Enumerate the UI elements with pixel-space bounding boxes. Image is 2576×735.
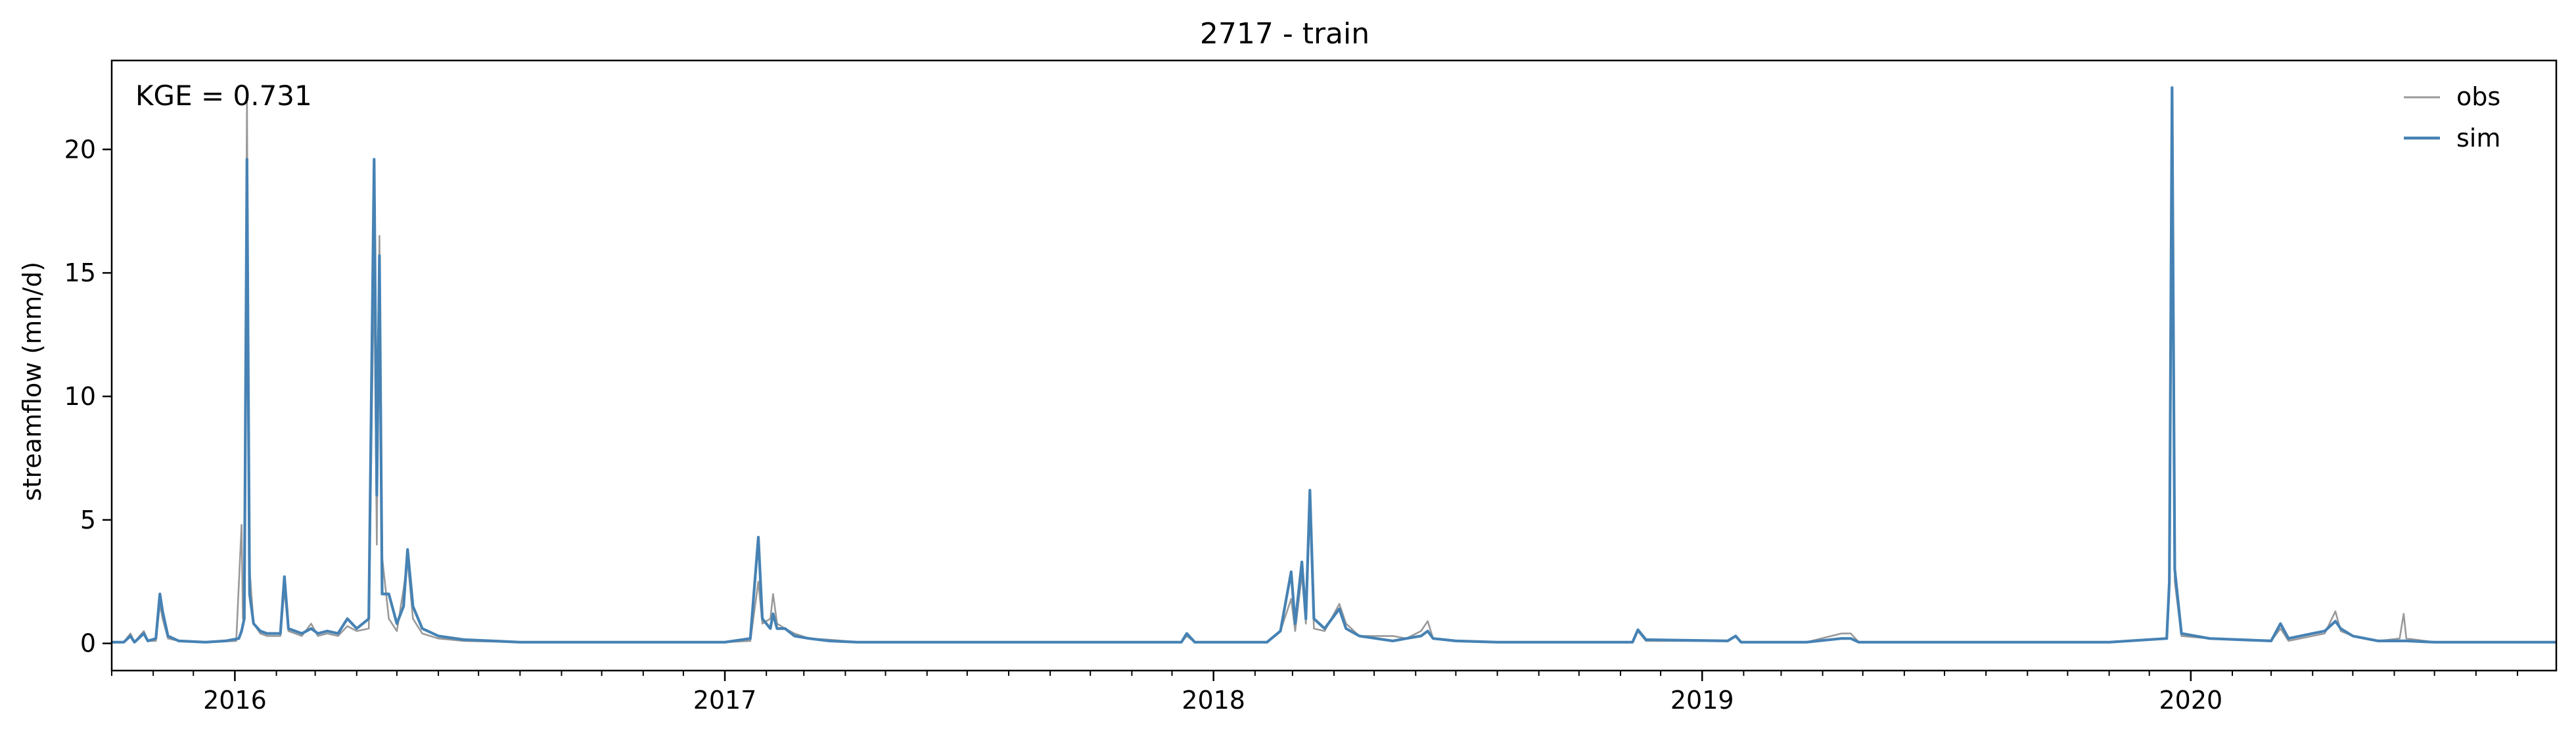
x-tick-label-2020: 2020	[2159, 686, 2222, 715]
legend: obs sim	[2404, 82, 2500, 153]
x-tick-label-2017: 2017	[693, 686, 757, 715]
legend-label-sim: sim	[2456, 124, 2500, 153]
x-tick-label-2018: 2018	[1182, 686, 1245, 715]
chart-title: 2717 - train	[1200, 17, 1369, 51]
y-tick-label-15: 15	[64, 258, 96, 287]
plot-frame	[110, 59, 2558, 672]
y-tick-label-10: 10	[64, 382, 96, 411]
series-line-obs	[112, 99, 2556, 644]
y-tick-label-0: 0	[80, 629, 96, 658]
y-axis-label: streamflow (mm/d)	[18, 262, 47, 501]
legend-label-obs: obs	[2456, 82, 2500, 111]
series-lines	[112, 86, 2556, 644]
kge-annotation: KGE = 0.731	[135, 80, 312, 112]
y-tick-label-20: 20	[64, 135, 96, 164]
y-tick-label-5: 5	[80, 506, 96, 534]
axis-ticks: 0 5 10 15 20 2016 2017 2018 2019 2020	[64, 135, 2518, 715]
x-tick-label-2016: 2016	[203, 686, 267, 715]
x-tick-label-2019: 2019	[1670, 686, 1734, 715]
series-line-sim	[112, 86, 2556, 644]
